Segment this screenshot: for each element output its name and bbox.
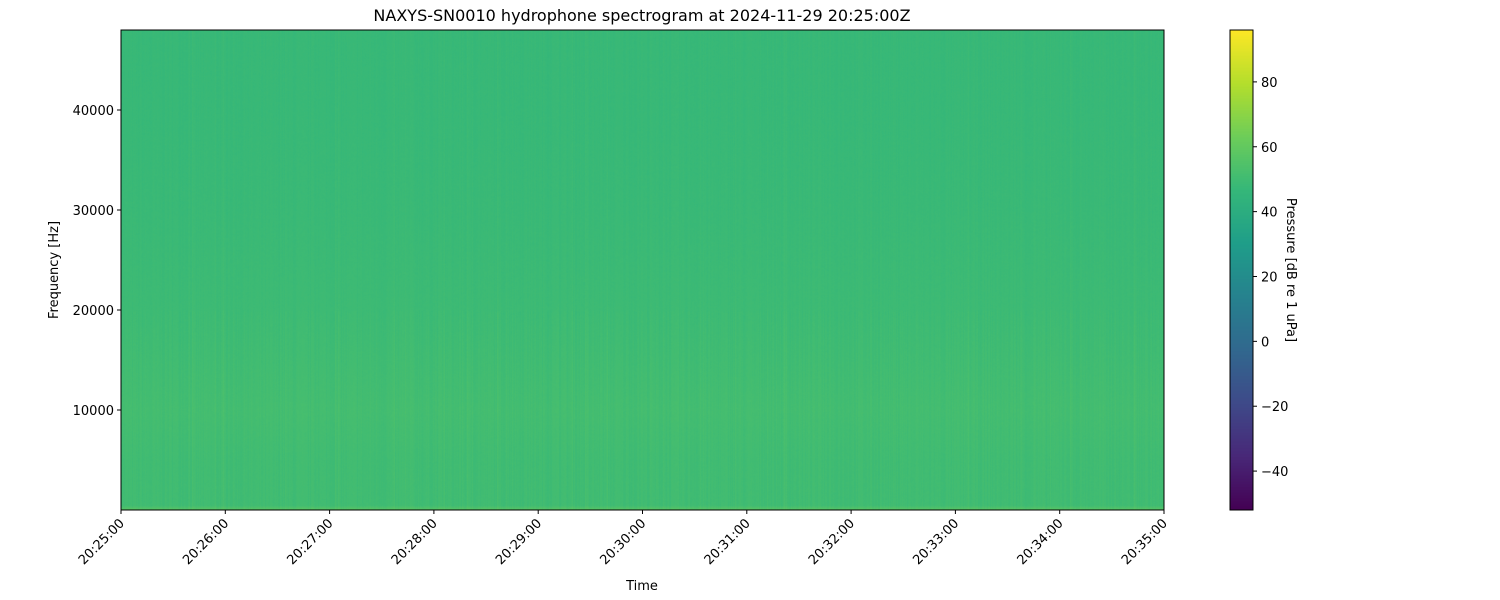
colorbar-tick-label: −20 bbox=[1261, 400, 1288, 415]
x-axis-label: Time bbox=[625, 579, 658, 594]
colorbar-tick-label: 40 bbox=[1261, 206, 1278, 221]
y-axis-label: Frequency [Hz] bbox=[47, 221, 62, 319]
x-tick-label: 20:28:00 bbox=[389, 516, 441, 568]
y-tick-label: 40000 bbox=[73, 104, 114, 119]
y-tick-label: 30000 bbox=[73, 204, 114, 219]
y-tick-label: 10000 bbox=[73, 404, 114, 419]
x-tick-label: 20:26:00 bbox=[180, 516, 232, 568]
colorbar-tick-label: 0 bbox=[1261, 335, 1269, 350]
x-tick-label: 20:33:00 bbox=[910, 516, 962, 568]
x-tick-label: 20:31:00 bbox=[702, 516, 754, 568]
y-tick-label: 20000 bbox=[73, 304, 114, 319]
colorbar-tick-label: −40 bbox=[1261, 465, 1288, 480]
x-tick-label: 20:29:00 bbox=[493, 516, 545, 568]
plot-frame bbox=[120, 29, 1165, 511]
x-tick-label: 20:34:00 bbox=[1015, 516, 1067, 568]
x-tick-label: 20:30:00 bbox=[597, 516, 649, 568]
x-tick-label: 20:25:00 bbox=[76, 516, 128, 568]
x-tick-label: 20:32:00 bbox=[806, 516, 858, 568]
spectrogram-image bbox=[121, 30, 1164, 510]
x-tick-label: 20:27:00 bbox=[285, 516, 337, 568]
colorbar-tick-label: 60 bbox=[1261, 141, 1278, 156]
chart-title: NAXYS-SN0010 hydrophone spectrogram at 2… bbox=[373, 6, 910, 25]
colorbar-label: Pressure [dB re 1 uPa] bbox=[1283, 198, 1298, 342]
colorbar-tick-label: 80 bbox=[1261, 76, 1278, 91]
colorbar-frame bbox=[1229, 29, 1254, 511]
colorbar-gradient bbox=[1230, 30, 1253, 510]
x-tick-label: 20:35:00 bbox=[1119, 516, 1171, 568]
colorbar-tick-label: 20 bbox=[1261, 270, 1278, 285]
